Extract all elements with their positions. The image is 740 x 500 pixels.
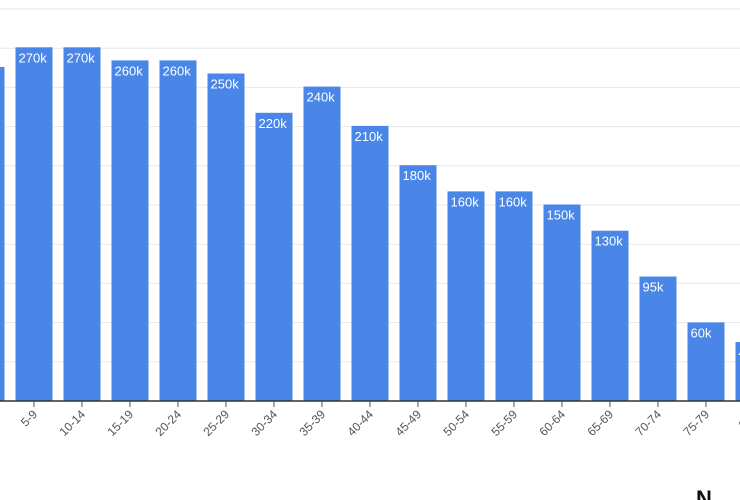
- tick-label-80+: 80+: [736, 407, 740, 431]
- bar-25-29: [207, 73, 245, 401]
- bars: [0, 47, 740, 402]
- tick-label-40-44: 40-44: [345, 407, 377, 439]
- data-label-25-29: 250k: [211, 77, 240, 92]
- data-label-50-54: 160k: [451, 194, 480, 209]
- tick-label-15-19: 15-19: [105, 407, 137, 439]
- data-label-30-34: 220k: [259, 116, 288, 131]
- data-label-75-79: 60k: [691, 325, 712, 340]
- data-label-65-69: 130k: [595, 234, 624, 249]
- data-labels: 255k270k270k260k260k250k220k240k210k180k…: [19, 50, 740, 360]
- bar-0-4: [0, 66, 5, 401]
- bar-10-14: [63, 47, 101, 402]
- bar-15-19: [111, 60, 149, 402]
- data-label-70-74: 95k: [643, 280, 664, 295]
- tick-label-45-49: 45-49: [393, 407, 425, 439]
- x-axis: 0-45-910-1415-1920-2425-2930-3435-3940-4…: [0, 400, 740, 439]
- bar-40-44: [351, 125, 389, 402]
- data-label-55-59: 160k: [499, 194, 528, 209]
- watermark-text: N: [696, 486, 712, 500]
- bar-50-54: [447, 191, 485, 401]
- tick-label-65-69: 65-69: [585, 407, 617, 439]
- bar-65-69: [591, 230, 629, 401]
- tick-label-30-34: 30-34: [249, 407, 281, 439]
- tick-label-75-79: 75-79: [681, 407, 713, 439]
- tick-label-10-14: 10-14: [57, 407, 89, 439]
- bar-20-24: [159, 60, 197, 402]
- tick-label-35-39: 35-39: [297, 407, 329, 439]
- data-label-35-39: 240k: [307, 90, 336, 105]
- tick-label-70-74: 70-74: [633, 407, 665, 439]
- tick-label-60-64: 60-64: [537, 407, 569, 439]
- bar-45-49: [399, 165, 437, 401]
- data-label-40-44: 210k: [355, 129, 384, 144]
- bar-35-39: [303, 86, 341, 401]
- data-label-5-9: 270k: [19, 50, 48, 65]
- tick-label-5-9: 5-9: [18, 407, 40, 429]
- data-label-10-14: 270k: [67, 50, 96, 65]
- data-label-15-19: 260k: [115, 63, 144, 78]
- data-label-20-24: 260k: [163, 63, 192, 78]
- data-label-60-64: 150k: [547, 208, 576, 223]
- bar-80+: [735, 342, 740, 401]
- tick-label-50-54: 50-54: [441, 407, 473, 439]
- data-label-45-49: 180k: [403, 168, 432, 183]
- bar-5-9: [15, 47, 53, 402]
- bar-30-34: [255, 112, 293, 402]
- bar-55-59: [495, 191, 533, 401]
- bar-60-64: [543, 204, 581, 401]
- bar-70-74: [639, 276, 677, 401]
- tick-label-55-59: 55-59: [489, 407, 521, 439]
- bar-75-79: [687, 322, 725, 401]
- tick-label-25-29: 25-29: [201, 407, 233, 439]
- data-label-80+: 45k: [739, 345, 740, 360]
- tick-label-20-24: 20-24: [153, 407, 185, 439]
